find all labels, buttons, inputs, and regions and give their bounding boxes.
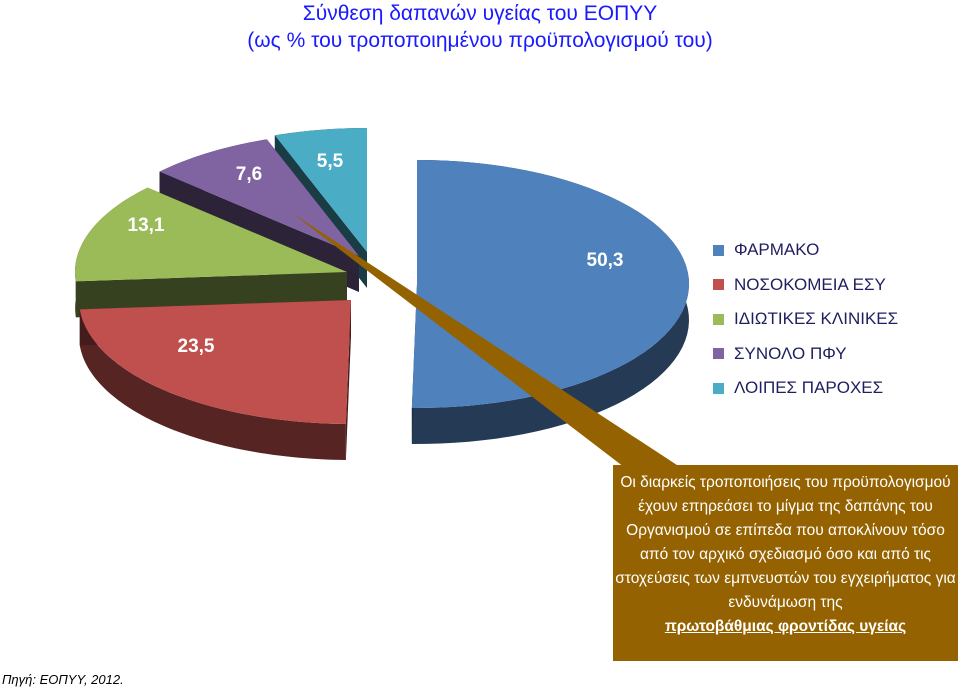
data-label-nosokomeia: 23,5 xyxy=(178,336,215,357)
pie-slice-edge-nosokomeia-0 xyxy=(345,300,351,460)
legend-swatch-nosokomeia xyxy=(713,279,724,291)
pie-slice-top-klinikes xyxy=(75,187,347,282)
legend-item-klinikes: ΙΔΙΩΤΙΚΕΣ ΚΛΙΝΙΚΕΣ xyxy=(713,302,898,337)
legend-item-farmako: ΦΑΡΜΑΚΟ xyxy=(713,233,898,268)
legend-label-nosokomeia: ΝΟΣΟΚΟΜΕΙΑ ΕΣΥ xyxy=(734,274,886,294)
pie-slice-nosokomeia xyxy=(79,300,352,460)
legend-swatch-farmako xyxy=(713,244,724,256)
pie-slice-top-pfy xyxy=(159,139,359,256)
legend-swatch-loipes xyxy=(713,382,724,394)
legend-label-klinikes: ΙΔΙΩΤΙΚΕΣ ΚΛΙΝΙΚΕΣ xyxy=(734,309,899,329)
legend-label-pfy: ΣΥΝΟΛΟ ΠΦΥ xyxy=(734,343,847,363)
legend-swatch-pfy xyxy=(713,348,724,360)
pie-slice-side-nosokomeia xyxy=(79,309,346,460)
callout-box: Οι διαρκείς τροποποιήσεις του προϋπολογι… xyxy=(613,465,958,661)
data-label-farmako: 50,3 xyxy=(587,250,624,271)
pie-slice-top-nosokomeia xyxy=(79,300,352,424)
source-note: Πηγή: ΕΟΠΥΥ, 2012. xyxy=(2,672,124,687)
legend: ΦΑΡΜΑΚΟ ΝΟΣΟΚΟΜΕΙΑ ΕΣΥ ΙΔΙΩΤΙΚΕΣ ΚΛΙΝΙΚΕ… xyxy=(713,233,898,406)
callout-emphasis: πρωτοβάθμιας φροντίδας υγείας xyxy=(664,618,907,635)
legend-label-loipes: ΛΟΙΠΕΣ ΠΑΡΟΧΕΣ xyxy=(734,378,884,398)
callout-text: Οι διαρκείς τροποποιήσεις του προϋπολογι… xyxy=(615,474,956,611)
chart-title: Σύνθεση δαπανών υγείας του ΕΟΠΥΥ xyxy=(302,2,658,25)
chart-subtitle: (ως % του τροποποιημένου προϋπολογισμού … xyxy=(247,29,713,52)
data-label-loipes: 5,5 xyxy=(317,151,344,172)
legend-swatch-klinikes xyxy=(713,313,724,325)
legend-label-farmako: ΦΑΡΜΑΚΟ xyxy=(734,240,820,260)
legend-item-nosokomeia: ΝΟΣΟΚΟΜΕΙΑ ΕΣΥ xyxy=(713,268,898,303)
legend-item-loipes: ΛΟΙΠΕΣ ΠΑΡΟΧΕΣ xyxy=(713,371,898,406)
callout-pointer xyxy=(292,213,680,467)
data-label-klinikes: 13,1 xyxy=(128,215,165,236)
pie-slice-top-loipes xyxy=(274,128,367,252)
data-label-pfy: 7,6 xyxy=(236,164,262,185)
legend-item-pfy: ΣΥΝΟΛΟ ΠΦΥ xyxy=(713,337,898,372)
